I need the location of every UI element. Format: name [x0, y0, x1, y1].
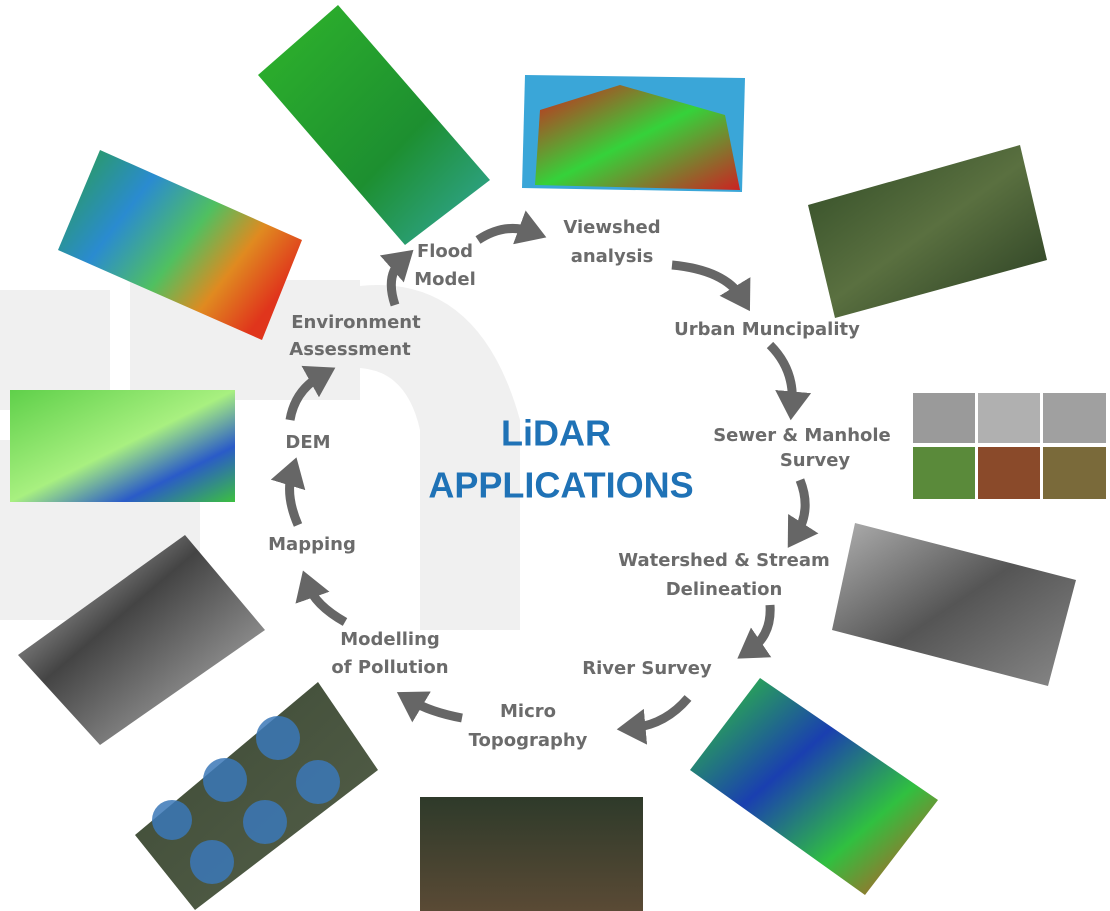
node-label: of Pollution [331, 657, 448, 678]
node-label: analysis [571, 246, 654, 267]
arrow [787, 478, 819, 548]
arrow [616, 695, 692, 745]
urban-image [808, 145, 1047, 318]
node-label: Assessment [289, 339, 411, 360]
node-label: Viewshed [563, 217, 660, 238]
arrow [737, 604, 775, 659]
arrow [295, 570, 348, 626]
arrow [475, 210, 547, 245]
node-label: Flood [417, 241, 473, 262]
arrow [379, 249, 414, 307]
sewer-image [913, 393, 1106, 499]
node-label: Delineation [666, 579, 783, 600]
node-label: DEM [285, 432, 330, 453]
pollution-circles [152, 716, 340, 884]
node-label: Mapping [268, 534, 356, 555]
terrain-image [58, 150, 302, 340]
node-label: Survey [780, 450, 851, 471]
images [10, 5, 1106, 911]
node-label: Micro [500, 701, 556, 722]
node-label: Sewer & Manhole [713, 425, 891, 446]
labels: Flood Model Viewshed analysis Urban Muncipal… [268, 217, 891, 751]
node-label: Environment [291, 312, 421, 333]
node-label: Watershed & Stream [618, 550, 829, 571]
river-image [690, 678, 938, 895]
arrow [270, 457, 306, 527]
arrows [270, 210, 819, 745]
node-label: Urban Muncipality [674, 319, 860, 340]
micro-image [420, 797, 643, 911]
flood-image [258, 5, 490, 245]
mapping-image [18, 535, 265, 745]
arrow [671, 260, 751, 312]
node-label: River Survey [582, 658, 712, 679]
pollution-image [135, 682, 378, 910]
dem-image [10, 390, 235, 502]
arrow [766, 341, 812, 421]
viewshed-overlay [535, 85, 740, 190]
arrow [285, 365, 336, 421]
node-label: Modelling [340, 629, 440, 650]
watershed-image [832, 523, 1076, 686]
center-title: APPLICATIONS [428, 465, 693, 506]
node-label: Topography [469, 730, 588, 751]
node-label: Model [414, 269, 476, 290]
arrow [396, 691, 463, 723]
center-title: LiDAR [501, 413, 611, 454]
